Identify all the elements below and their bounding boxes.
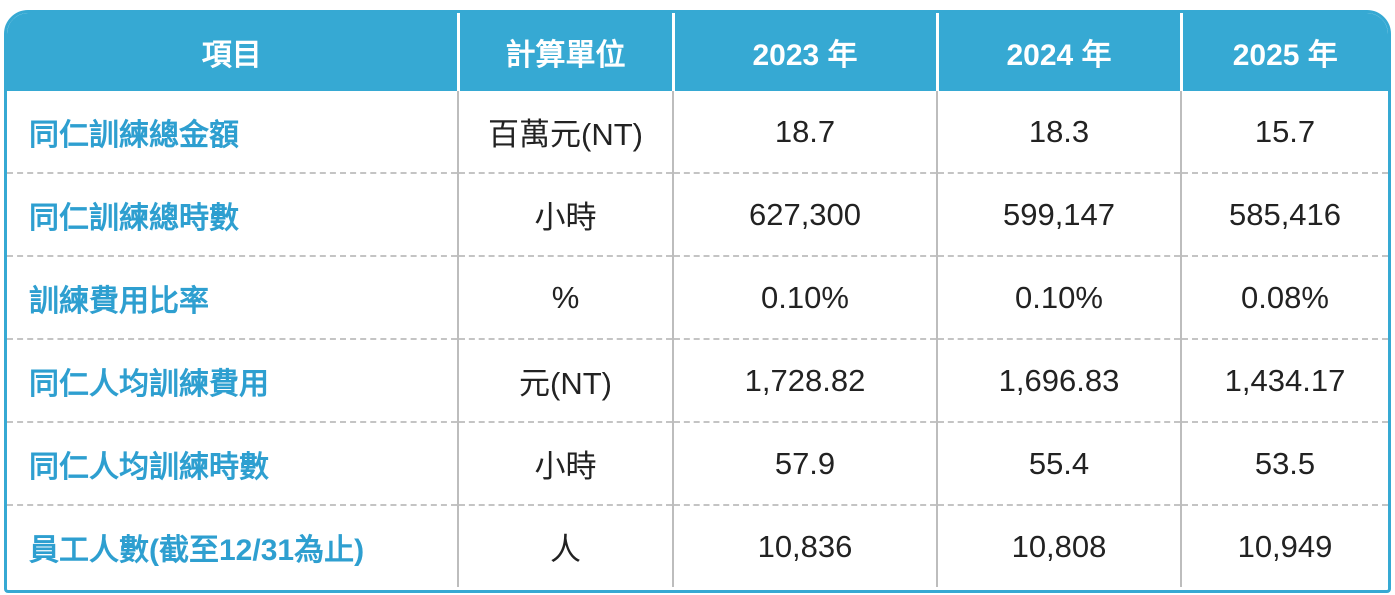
table-cell: 10,836 xyxy=(672,504,937,587)
table-cell: 0.10% xyxy=(672,255,937,339)
table-row: 訓練費用比率% 0.10% 0.10% 0.08% xyxy=(7,255,1388,339)
row-label: 員工人數(截至12/31為止) xyxy=(7,504,458,587)
table-cell: 53.5 xyxy=(1180,421,1388,505)
row-label: 同仁人均訓練時數 xyxy=(7,421,458,505)
table-cell: 18.3 xyxy=(936,91,1181,173)
table-cell: 10,808 xyxy=(936,504,1181,587)
row-label: 同仁人均訓練費用 xyxy=(7,338,458,422)
table-cell: 0.10% xyxy=(936,255,1181,339)
table-row: 同仁訓練總時數 小時 627,300 599,147 585,416 xyxy=(7,172,1388,256)
table-cell: 百萬元(NT) xyxy=(457,91,673,173)
table-cell: % xyxy=(457,255,673,339)
table-frame: 項目 計算單位 2023 年 2024 年 2025 年 同仁訓練總金額 百萬元(NT) 1… xyxy=(4,10,1391,593)
header-cell: 項目 xyxy=(7,13,458,91)
table-row: 員工人數(截至12/31為止) 人 10,836 10,808 10,949 xyxy=(7,504,1388,587)
row-label: 訓練費用比率 xyxy=(7,255,458,339)
table-cell: 10,949 xyxy=(1180,504,1388,587)
table-cell: 15.7 xyxy=(1180,91,1388,173)
table-row: 同仁人均訓練費用 元(NT) 1,728.82 1,696.83 1,434.17 xyxy=(7,338,1388,422)
header-cell: 2023 年 xyxy=(671,13,937,91)
table-cell: 小時 xyxy=(457,421,673,505)
row-label: 同仁訓練總金額 xyxy=(29,118,239,152)
table-cell: 57.9 xyxy=(672,421,937,505)
table-body: 同仁訓練總金額 百萬元(NT) 18.7 18.3 15.7 同仁訓練總時數 小時 627,3… xyxy=(7,91,1388,587)
header-cell: 2024 年 xyxy=(935,13,1181,91)
table-cell: 1,728.82 xyxy=(672,338,937,422)
table-row: 同仁訓練總金額 百萬元(NT) 18.7 18.3 15.7 xyxy=(7,91,1388,173)
table-cell: 599,147 xyxy=(936,172,1181,256)
table-cell: 55.4 xyxy=(936,421,1181,505)
training-table: 項目 計算單位 2023 年 2024 年 2025 年 同仁訓練總金額 百萬元(NT) 1… xyxy=(7,13,1388,587)
table-cell: 1,434.17 xyxy=(1180,338,1388,422)
row-label: 同仁訓練總時數 xyxy=(7,172,458,256)
table-cell: 元(NT) xyxy=(457,338,673,422)
table-cell: 18.7 xyxy=(672,91,937,173)
table-cell: 0.08% xyxy=(1180,255,1388,339)
table-cell: 人 xyxy=(457,504,673,587)
table-row: 同仁人均訓練時數 小時 57.9 55.4 53.5 xyxy=(7,421,1388,505)
header-cell: 2025 年 xyxy=(1179,13,1388,91)
header-cell: 計算單位 xyxy=(456,13,673,91)
table-cell: 585,416 xyxy=(1180,172,1388,256)
table-cell: 小時 xyxy=(457,172,673,256)
table-cell: 1,696.83 xyxy=(936,338,1181,422)
header-row: 項目 計算單位 2023 年 2024 年 2025 年 xyxy=(7,13,1388,91)
table-cell: 627,300 xyxy=(672,172,937,256)
